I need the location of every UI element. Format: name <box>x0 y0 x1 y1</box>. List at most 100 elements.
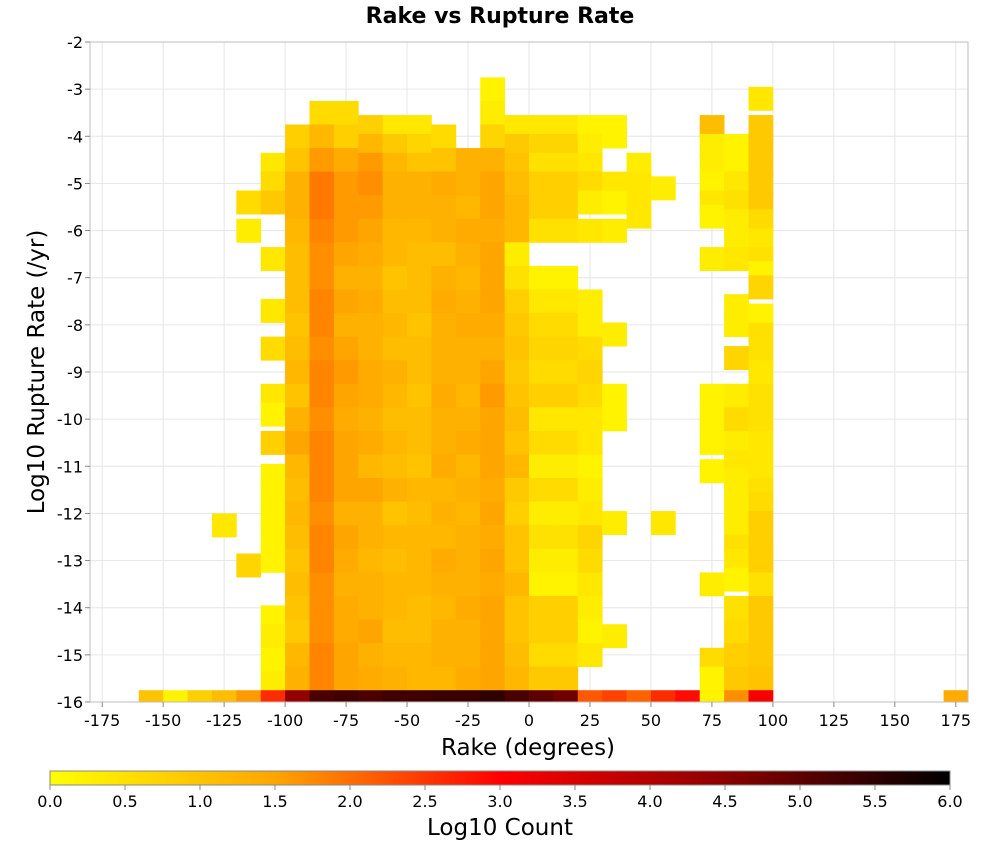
heatmap-cell <box>285 454 310 479</box>
heatmap-cell <box>211 690 237 703</box>
heatmap-cell <box>480 643 506 668</box>
heatmap-cell <box>529 313 554 338</box>
heatmap-cell <box>480 407 506 432</box>
heatmap-cell <box>358 171 384 196</box>
heatmap-cell <box>480 525 506 550</box>
heatmap-cell <box>553 666 579 691</box>
heatmap-cell <box>480 501 506 526</box>
heatmap-cell <box>431 501 457 526</box>
heatmap-cell <box>358 289 384 314</box>
heatmap-cell <box>285 124 310 149</box>
heatmap-cell <box>285 289 310 314</box>
heatmap-cell <box>431 548 457 573</box>
heatmap-cell <box>553 313 579 338</box>
heatmap-cell <box>333 595 359 620</box>
heatmap-cell <box>529 572 554 597</box>
heatmap-cell <box>455 383 481 408</box>
y-tick-label: -5 <box>67 174 83 193</box>
heatmap-cell <box>577 383 603 408</box>
heatmap-cell <box>748 383 774 408</box>
heatmap-cell <box>431 195 457 220</box>
heatmap-cell <box>455 195 481 220</box>
x-axis-label: Rake (degrees) <box>441 735 615 761</box>
heatmap-cell <box>431 124 457 149</box>
colorbar-tick-label: 6.0 <box>937 792 962 811</box>
heatmap-cell <box>260 336 286 361</box>
heatmap-cell <box>260 548 286 573</box>
heatmap-cell <box>748 643 774 668</box>
heatmap-cell <box>602 624 627 649</box>
heatmap-cell <box>309 242 335 267</box>
heatmap-cell <box>333 124 359 149</box>
heatmap-cell <box>748 572 774 597</box>
heatmap-cell <box>504 360 530 385</box>
heatmap-cell <box>577 190 603 215</box>
heatmap-cell <box>455 430 481 455</box>
heatmap-cell <box>358 195 384 220</box>
heatmap-cell <box>309 124 335 149</box>
heatmap-cell <box>480 171 506 196</box>
colorbar-tick-label: 4.0 <box>637 792 662 811</box>
heatmap-cell <box>285 195 310 220</box>
heatmap-cell <box>333 336 359 361</box>
heatmap-cell <box>285 595 310 620</box>
heatmap-cell <box>407 501 432 526</box>
heatmap-cell <box>529 595 554 620</box>
heatmap-cell <box>724 407 749 432</box>
heatmap-cell <box>699 152 725 177</box>
heatmap-cell <box>260 190 286 215</box>
heatmap-cell <box>602 383 627 408</box>
heatmap-cell <box>675 690 701 703</box>
heatmap-cell <box>699 383 725 408</box>
heatmap-cell <box>333 242 359 267</box>
heatmap-cell <box>455 619 481 644</box>
heatmap-cell <box>285 313 310 338</box>
heatmap-cell <box>699 171 725 196</box>
y-tick-label: -16 <box>57 693 83 712</box>
heatmap-cell <box>382 171 408 196</box>
heatmap-cell <box>333 407 359 432</box>
colorbar-tick-label: 2.0 <box>337 792 362 811</box>
heatmap-cell <box>699 407 725 432</box>
heatmap-cell <box>333 313 359 338</box>
heatmap-cell <box>431 454 457 479</box>
heatmap-cell <box>358 115 384 140</box>
heatmap-cell <box>455 643 481 668</box>
heatmap-cell <box>480 242 506 267</box>
y-tick-label: -13 <box>57 552 83 571</box>
heatmap-cell <box>333 360 359 385</box>
heatmap-cell <box>529 430 554 455</box>
heatmap-cell <box>602 407 627 432</box>
heatmap-cell <box>748 322 774 347</box>
heatmap-cell <box>553 548 579 573</box>
heatmap-cell <box>455 218 481 243</box>
heatmap-cell <box>285 265 310 290</box>
heatmap-cell <box>407 115 432 140</box>
heatmap-cell <box>407 407 432 432</box>
heatmap-cell <box>431 171 457 196</box>
heatmap-cell <box>407 595 432 620</box>
heatmap-cell <box>382 690 408 703</box>
heatmap-cell <box>407 360 432 385</box>
heatmap-cell <box>724 511 749 536</box>
heatmap-cell <box>333 548 359 573</box>
heatmap-cell <box>748 115 774 140</box>
heatmap-cell <box>504 690 530 703</box>
heatmap-cell <box>309 501 335 526</box>
heatmap-cell <box>236 218 262 243</box>
colorbar-ticks: 0.0 0.5 1.0 1.5 2.0 2.5 3.0 3.5 4.0 4.5 5.0 5.5 6.0 <box>37 785 963 811</box>
heatmap-cell <box>577 407 603 432</box>
heatmap-cell <box>577 336 603 361</box>
heatmap-cell <box>553 454 579 479</box>
heatmap-cell <box>553 595 579 620</box>
heatmap-cell <box>455 407 481 432</box>
heatmap-cell <box>602 511 627 536</box>
heatmap-cell <box>504 171 530 196</box>
heatmap-cell <box>260 430 286 455</box>
heatmap-cell <box>285 643 310 668</box>
heatmap-cell <box>480 548 506 573</box>
heatmap-cell <box>529 666 554 691</box>
heatmap-cell <box>407 643 432 668</box>
heatmap-cell <box>724 133 749 158</box>
heatmap-cell <box>504 313 530 338</box>
